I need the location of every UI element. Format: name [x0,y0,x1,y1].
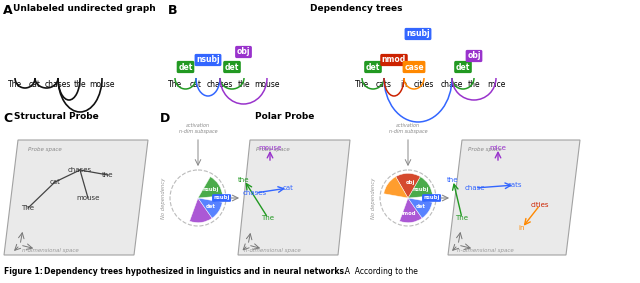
Text: the: the [237,80,250,89]
Text: in: in [519,225,525,231]
Text: chases: chases [68,167,92,173]
Text: chases: chases [243,190,267,196]
Text: cities: cities [414,80,434,89]
Text: nsubj: nsubj [406,29,430,38]
Text: cat: cat [283,185,293,191]
Text: activation
n-dim subspace: activation n-dim subspace [388,123,428,134]
Text: nsubj: nsubj [413,187,429,192]
Wedge shape [396,173,420,198]
Text: nmod: nmod [382,55,406,65]
Text: det: det [456,63,470,72]
Text: Figure 1:: Figure 1: [4,267,43,276]
Wedge shape [198,198,222,218]
Text: The: The [168,80,182,89]
Text: Polar Probe: Polar Probe [255,112,315,121]
Text: activation
n-dim subspace: activation n-dim subspace [179,123,218,134]
Text: mouse: mouse [254,80,280,89]
Text: The: The [22,205,35,211]
Text: mice: mice [487,80,505,89]
Wedge shape [189,198,212,223]
Polygon shape [448,140,580,255]
Text: det: det [225,63,239,72]
Text: the: the [102,172,114,178]
Polygon shape [4,140,148,255]
Text: det: det [179,63,193,72]
Text: the: the [238,177,250,183]
Text: The: The [262,215,275,221]
Text: in: in [401,80,408,89]
Text: A  According to the: A According to the [340,267,418,276]
Text: cats: cats [376,80,392,89]
Text: nsubj: nsubj [213,196,230,200]
Text: chases: chases [45,80,71,89]
Text: chases: chases [207,80,233,89]
Text: the: the [468,80,480,89]
Text: Dependency trees hypothesized in linguistics and in neural networks.: Dependency trees hypothesized in linguis… [44,267,347,276]
Polygon shape [238,140,350,255]
Text: The: The [8,80,22,89]
Wedge shape [408,177,433,198]
Text: Probe space: Probe space [256,147,290,152]
Text: nmod: nmod [400,211,416,216]
Wedge shape [399,198,422,223]
Text: case: case [388,204,402,209]
Text: mouse: mouse [259,145,282,151]
Text: nsubj: nsubj [196,55,220,65]
Wedge shape [384,177,408,198]
Text: The: The [456,215,468,221]
Text: No dependency: No dependency [371,177,376,219]
Wedge shape [198,177,223,198]
Text: Probe space: Probe space [28,147,61,152]
Text: n-dimensional space: n-dimensional space [456,248,513,253]
Text: Structural Probe: Structural Probe [14,112,99,121]
Text: the: the [447,177,459,183]
Wedge shape [408,198,432,218]
Text: Probe space: Probe space [468,147,502,152]
Text: obj: obj [467,52,481,61]
Text: cat: cat [190,80,202,89]
Text: cities: cities [531,202,549,208]
Text: case: case [404,63,424,72]
Text: mouse: mouse [76,195,100,201]
Text: n-dimensional space: n-dimensional space [22,248,78,253]
Text: obj: obj [237,48,250,57]
Text: obj: obj [195,180,205,185]
Text: det: det [416,204,426,209]
Text: cat: cat [49,179,60,185]
Text: No dependency: No dependency [161,177,166,219]
Text: chase: chase [441,80,463,89]
Text: B: B [168,4,177,17]
Text: obj: obj [405,180,415,185]
Text: det: det [206,204,216,209]
Text: n-dimensional space: n-dimensional space [244,248,300,253]
Text: D: D [160,112,170,125]
Text: The: The [355,80,369,89]
Text: Dependency trees: Dependency trees [310,4,403,13]
Text: chase: chase [465,185,485,191]
Text: nsubj: nsubj [424,196,440,200]
Text: mice: mice [490,145,506,151]
Text: A: A [3,4,13,17]
Text: cat: cat [29,80,41,89]
Text: C: C [3,112,12,125]
Text: cats: cats [508,182,522,188]
Text: det: det [366,63,380,72]
Text: nsubj: nsubj [203,187,219,192]
Text: mouse: mouse [89,80,115,89]
Text: Unlabeled undirected graph: Unlabeled undirected graph [13,4,156,13]
Text: the: the [74,80,86,89]
